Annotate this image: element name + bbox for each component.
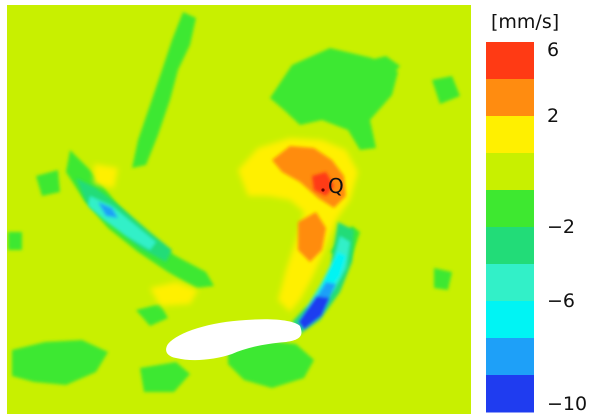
no-data-region [166, 319, 302, 361]
colorbar-bin [486, 375, 534, 413]
map-features [8, 12, 460, 392]
colorbar-bin [486, 338, 534, 376]
colorbar-ticks: 6 2 −2 −6 −10 [547, 39, 587, 415]
colorbar-bin [486, 42, 534, 80]
colorbar [486, 42, 534, 413]
colorbar-tick-label: 6 [547, 39, 559, 61]
colorbar-tick-label: −6 [547, 290, 575, 312]
colorbar-bin [486, 264, 534, 302]
colorbar-tick-label: −10 [547, 393, 587, 415]
negative-strip-left [76, 178, 172, 262]
point-q-label: Q [328, 174, 344, 198]
colorbar-bin [486, 79, 534, 117]
positive-large-regions [312, 172, 334, 196]
colorbar-tick-label: 2 [547, 105, 559, 127]
colorbar-bin [486, 190, 534, 228]
point-q-marker [321, 188, 325, 192]
colorbar-bin [486, 301, 534, 339]
colorbar-unit-label: [mm/s] [491, 11, 559, 33]
colorbar-bin [486, 116, 534, 154]
colorbar-tick-label: −2 [547, 216, 575, 238]
negative-arc-right [292, 222, 354, 334]
colorbar-bin [486, 153, 534, 191]
colorbar-bin [486, 227, 534, 265]
negative-small-regions [8, 12, 460, 392]
